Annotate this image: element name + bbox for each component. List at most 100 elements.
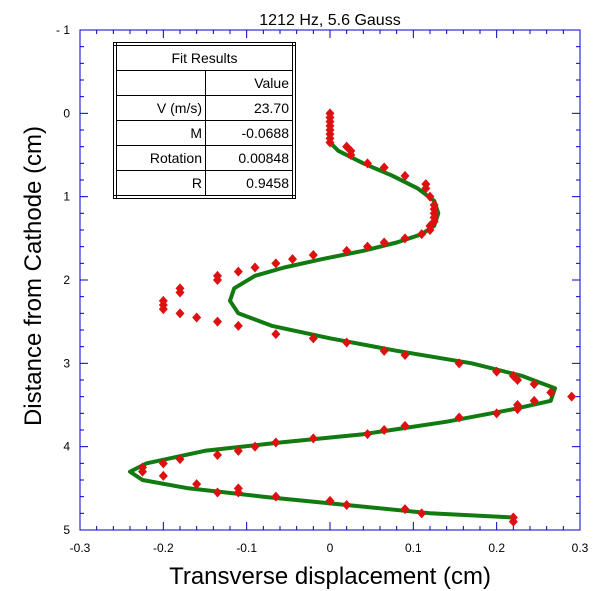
fit-results-header-row: Value	[114, 70, 295, 96]
x-tick-label: -0.1	[236, 541, 257, 555]
data-point	[175, 308, 185, 319]
data-point	[233, 445, 243, 456]
x-tick-label: -0.2	[153, 541, 174, 555]
data-point	[213, 275, 222, 285]
data-point	[308, 250, 318, 260]
y-tick-label: 2	[63, 273, 70, 287]
data-point	[417, 508, 427, 519]
data-point	[175, 454, 185, 465]
data-point	[346, 150, 356, 160]
data-point	[400, 350, 410, 360]
fit-results-row: V (m/s) 23.70	[114, 95, 295, 121]
data-points-layer	[138, 108, 577, 527]
fit-results-label: M	[114, 120, 206, 146]
fit-results-empty-header	[114, 70, 206, 96]
fit-results-value-header: Value	[205, 70, 295, 96]
x-tick-label: -0.3	[70, 541, 91, 555]
fit-results-row: R 0.9458	[114, 170, 295, 198]
data-point	[492, 408, 502, 419]
data-point	[250, 262, 260, 273]
y-tick-label: 3	[63, 356, 70, 370]
fit-results-value: 0.9458	[205, 170, 295, 198]
data-point	[233, 320, 243, 331]
data-point	[192, 312, 202, 323]
data-point	[342, 337, 352, 348]
data-point	[158, 470, 168, 481]
data-point	[213, 316, 222, 327]
x-axis-title: Transverse displacement (cm)	[169, 563, 491, 590]
fit-results-table: Fit Results Value V (m/s) 23.70 M -0.068…	[113, 42, 296, 199]
data-point	[342, 245, 352, 256]
data-point	[379, 425, 389, 435]
data-point	[400, 233, 410, 244]
y-tick-label: - 1	[56, 23, 70, 37]
data-point	[271, 329, 281, 340]
data-point	[454, 412, 464, 423]
data-point	[325, 495, 335, 506]
data-point	[363, 241, 372, 252]
y-axis-title: Distance from Cathode (cm)	[20, 126, 47, 426]
x-tick-label: 0.3	[572, 541, 589, 555]
fit-results-row: M -0.0688	[114, 120, 295, 146]
data-point	[271, 437, 281, 448]
data-point	[213, 487, 222, 498]
fit-results-label: V (m/s)	[114, 95, 206, 121]
y-tick-label: 0	[63, 106, 70, 120]
data-point	[492, 366, 502, 377]
data-point	[271, 491, 281, 502]
fit-results-row: Rotation 0.00848	[114, 145, 295, 171]
x-tick-label: 0	[327, 541, 334, 555]
data-point	[271, 258, 281, 269]
data-point	[158, 458, 168, 469]
data-point	[213, 450, 222, 460]
data-point	[400, 420, 410, 431]
data-point	[363, 429, 372, 440]
data-point	[250, 441, 260, 452]
data-point	[342, 500, 352, 510]
data-point	[308, 333, 318, 344]
data-point	[325, 137, 335, 148]
data-point	[421, 183, 431, 194]
data-point	[417, 229, 427, 240]
data-point	[192, 479, 202, 490]
data-point	[513, 404, 522, 415]
fit-results-label: Rotation	[114, 145, 206, 171]
data-point	[425, 225, 435, 235]
fit-results-title-row: Fit Results	[114, 43, 295, 71]
chart-title: 1212 Hz, 5.6 Gauss	[259, 12, 400, 29]
data-point	[379, 237, 389, 248]
fit-results-value: -0.0688	[205, 120, 295, 146]
data-point	[363, 158, 372, 169]
y-tick-label: 5	[63, 523, 70, 537]
data-point	[288, 254, 297, 265]
x-tick-label: 0.2	[488, 541, 505, 555]
data-point	[233, 487, 243, 498]
data-point	[529, 379, 539, 390]
data-point	[529, 395, 539, 406]
data-point	[546, 387, 556, 398]
data-point	[400, 504, 410, 515]
axes	[79, 29, 581, 531]
y-tick-label: 4	[63, 440, 70, 454]
data-point	[567, 391, 577, 402]
data-point	[138, 466, 147, 477]
data-point	[158, 304, 168, 315]
data-point	[400, 170, 410, 181]
tick-labels: -0.3 -0.2 -0.1 0 0.1 0.2 0.3 - 1 0 1 2 3 4 5	[56, 23, 589, 555]
y-tick-label: 1	[63, 190, 70, 204]
data-point	[379, 345, 389, 356]
data-point	[425, 191, 435, 202]
data-point	[508, 516, 518, 527]
fit-results-title: Fit Results	[114, 43, 295, 71]
data-point	[379, 162, 389, 173]
data-point	[454, 358, 464, 369]
fit-results-value: 0.00848	[205, 145, 295, 171]
data-point	[175, 287, 185, 298]
fit-results-value: 23.70	[205, 95, 295, 121]
x-tick-label: 0.1	[405, 541, 422, 555]
data-point	[513, 375, 522, 385]
fit-results-label: R	[114, 170, 206, 198]
data-point	[233, 266, 243, 277]
data-point	[308, 433, 318, 444]
